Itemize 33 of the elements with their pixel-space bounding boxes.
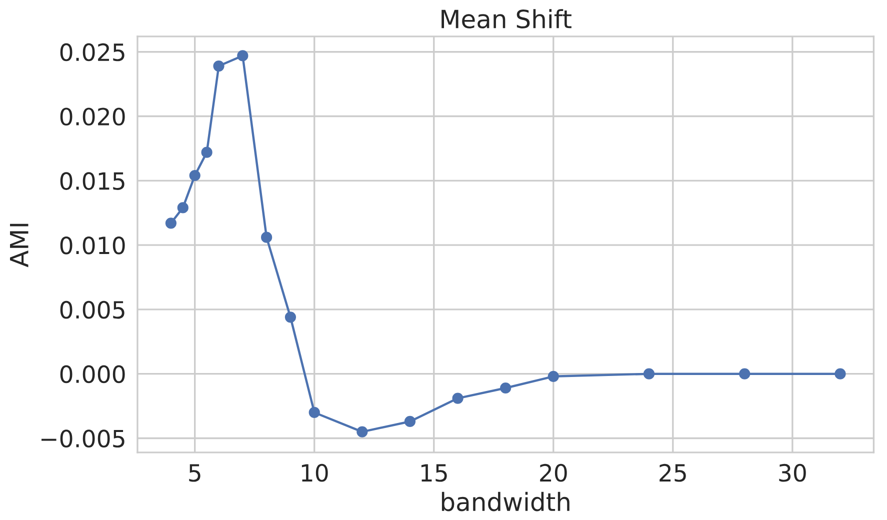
point	[177, 202, 188, 214]
point	[213, 60, 224, 72]
x-tick-label: 20	[540, 464, 567, 482]
y-tick-label: 0.020	[60, 108, 125, 126]
point	[739, 368, 750, 380]
x-tick-label: 15	[421, 464, 447, 482]
y-tick-label: 0.010	[60, 236, 125, 254]
point	[356, 426, 368, 438]
y-tick-label: −0.005	[41, 430, 124, 448]
x-tick-label: 10	[302, 464, 328, 482]
x-axis-title: bandwidth	[442, 492, 570, 512]
point	[834, 368, 846, 380]
point	[261, 232, 272, 243]
point	[643, 368, 655, 380]
x-tick-label: 30	[779, 464, 806, 482]
y-tick-label: 0.025	[60, 43, 124, 62]
chart-title: Mean Shift	[442, 9, 572, 28]
x-tick-label: 25	[660, 464, 686, 482]
point	[189, 170, 200, 182]
point	[201, 146, 212, 158]
point	[500, 382, 512, 394]
point	[237, 50, 248, 62]
y-tick-label: 0.005	[60, 300, 124, 319]
point	[404, 416, 416, 428]
point	[308, 406, 320, 418]
point	[284, 312, 296, 323]
y-axis-title: AMI	[10, 224, 28, 268]
x-tick-label: 5	[189, 464, 200, 482]
point	[452, 392, 464, 404]
point	[165, 218, 177, 229]
y-tick-label: 0.000	[60, 365, 125, 384]
y-tick-label: 0.015	[60, 172, 124, 190]
point	[548, 370, 559, 382]
